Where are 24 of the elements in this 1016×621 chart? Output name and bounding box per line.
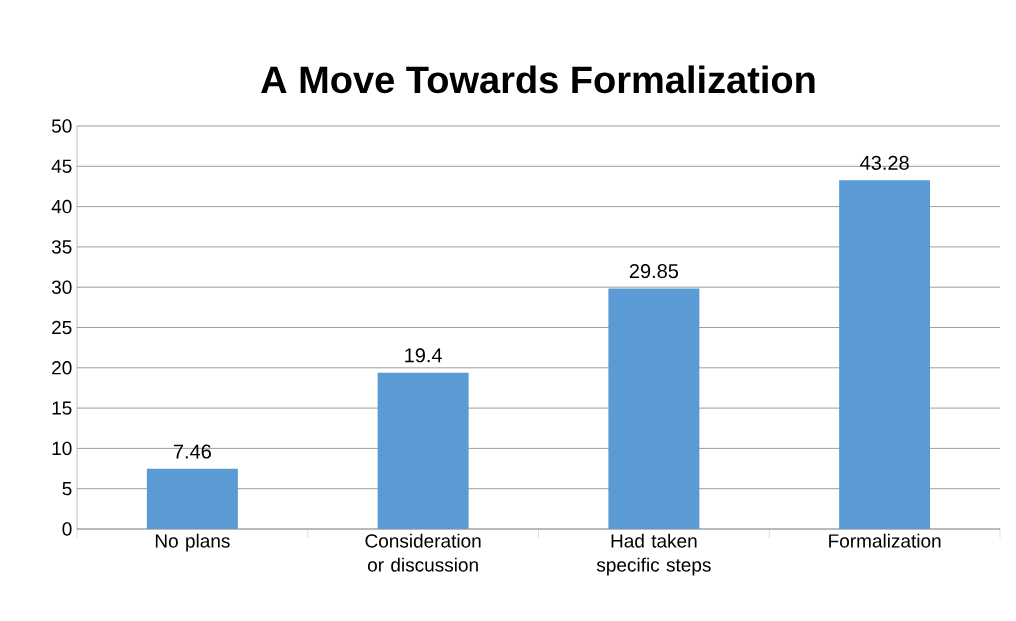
x-tick-label: No plans (155, 533, 230, 552)
bar (377, 372, 469, 529)
y-tick-label: 35 (51, 240, 72, 254)
bar (608, 288, 700, 529)
bar (146, 468, 238, 529)
y-tick-label: 5 (62, 482, 72, 496)
x-tick-label: Consideration or discussion (365, 533, 481, 572)
y-tick-label: 10 (52, 441, 72, 456)
y-tick-label: 25 (52, 320, 72, 335)
x-tick-label: Had taken specific steps (596, 533, 711, 576)
data-label: 19.4 (405, 348, 443, 363)
y-tick-label: 45 (51, 159, 72, 173)
y-tick-label: 20 (52, 361, 72, 375)
y-tick-label: 40 (51, 199, 72, 214)
y-tick-label: 15 (52, 401, 72, 415)
data-label: 7.46 (173, 444, 211, 459)
y-tick-label: 0 (62, 522, 72, 536)
y-tick-label: 30 (51, 280, 72, 294)
bar (839, 180, 931, 529)
data-label: 29.85 (629, 263, 679, 279)
data-label: 43.28 (860, 155, 909, 170)
y-tick-label: 50 (51, 119, 72, 133)
chart-title: A Move Towards Formalization (261, 65, 815, 94)
x-tick-label: Formalization (829, 533, 941, 548)
